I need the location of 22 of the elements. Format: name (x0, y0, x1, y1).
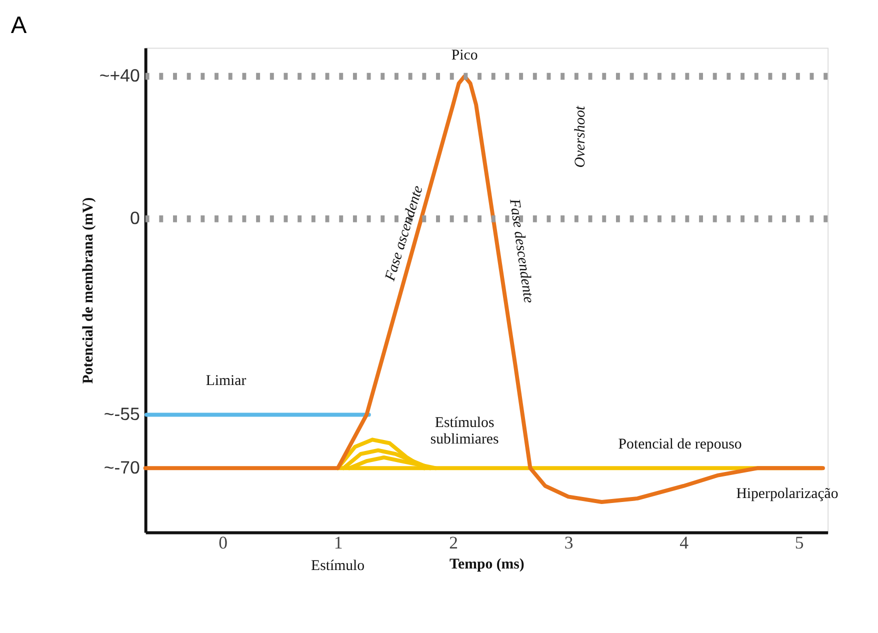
x-axis-title: Tempo (ms) (450, 556, 524, 572)
y-tick-label: ~+40 (99, 66, 140, 86)
annotation: Fase ascendente (382, 184, 427, 284)
x-tick-label: 2 (449, 532, 458, 553)
y-tick-label: ~-55 (104, 404, 140, 424)
annotation: Estímulos sublimiares (430, 414, 499, 448)
annotation: Overshoot (572, 105, 589, 168)
x-tick-label: 3 (564, 532, 574, 553)
x-tick-label: 5 (794, 532, 804, 553)
y-axis-title: Potencial de membrana (mV) (80, 197, 96, 384)
annotation: Limiar (206, 373, 246, 390)
x-tick-label: 4 (680, 532, 689, 553)
chart-title: A (10, 12, 27, 39)
x-tick-label: 0 (218, 532, 228, 553)
annotation: Fase descendente (506, 196, 537, 304)
y-tick-label: 0 (130, 208, 140, 228)
annotation: Pico (451, 47, 478, 64)
annotation: Hiperpolarização (736, 486, 838, 502)
annotation: Potencial de repouso (618, 436, 742, 452)
text: Estímulo (311, 558, 365, 574)
x-tick-label: 1 (334, 532, 343, 553)
y-tick-label: ~-70 (104, 458, 140, 478)
